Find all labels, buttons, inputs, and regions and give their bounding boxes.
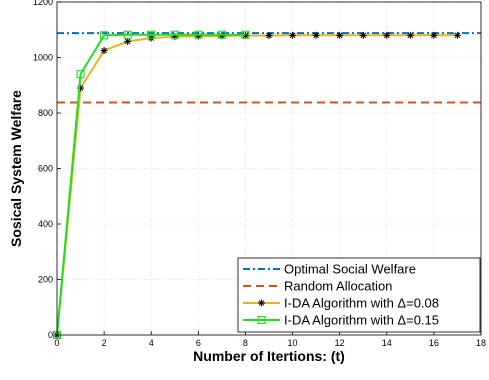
y-tick-label: 600 bbox=[38, 164, 53, 174]
data-point-s2-17 bbox=[453, 31, 461, 39]
legend-label-1: Random Allocation bbox=[284, 279, 392, 294]
x-tick-label: 4 bbox=[149, 338, 154, 348]
data-point-s3-4 bbox=[147, 30, 156, 39]
legend-items: Optimal Social Welfare Random Allocation I… bbox=[243, 262, 439, 328]
y-tick-label: 1000 bbox=[33, 53, 53, 63]
data-point-s3-2 bbox=[100, 31, 109, 40]
series-line-2 bbox=[56, 34, 458, 336]
data-point-s2-3 bbox=[124, 37, 132, 45]
x-tick-label: 8 bbox=[243, 338, 248, 348]
x-tick-label: 14 bbox=[382, 338, 392, 348]
x-axis-title: Number of Itertions: (t) bbox=[193, 348, 345, 364]
data-point-s3-6 bbox=[194, 30, 203, 39]
data-point-s3-5 bbox=[170, 30, 179, 39]
data-point-s2-9 bbox=[265, 32, 273, 40]
y-tick-label: 1200 bbox=[33, 0, 53, 7]
legend-label-0: Optimal Social Welfare bbox=[284, 262, 416, 277]
data-point-s2-16 bbox=[430, 31, 438, 39]
x-tick-label: 2 bbox=[102, 338, 107, 348]
x-tick-label: 10 bbox=[288, 338, 298, 348]
legend: Optimal Social Welfare Random Allocation I… bbox=[237, 257, 481, 333]
legend-marker-3 bbox=[257, 315, 266, 325]
legend-label-2: I-DA Algorithm with Δ=0.08 bbox=[284, 296, 439, 311]
data-point-s2-15 bbox=[406, 31, 414, 39]
series-line-3 bbox=[56, 33, 246, 336]
x-tick-label: 6 bbox=[196, 338, 201, 348]
plot-data bbox=[52, 30, 481, 340]
y-axis-title: Sosical System Welfare bbox=[8, 90, 24, 247]
x-tick-label: 0 bbox=[54, 338, 59, 348]
x-tick-label: 18 bbox=[476, 338, 486, 348]
y-tick-label: 400 bbox=[38, 219, 53, 229]
data-point-s3-1 bbox=[76, 70, 85, 79]
data-point-s2-14 bbox=[383, 31, 391, 39]
y-tick-label: 0 bbox=[48, 330, 53, 340]
legend-marker-2 bbox=[258, 299, 265, 307]
data-point-s2-10 bbox=[289, 31, 297, 39]
legend-label-3: I-DA Algorithm with Δ=0.15 bbox=[284, 313, 439, 328]
data-point-s2-13 bbox=[359, 31, 367, 39]
x-tick-label: 12 bbox=[335, 338, 345, 348]
data-point-s2-2 bbox=[100, 47, 108, 55]
y-tick-label: 800 bbox=[38, 108, 53, 118]
y-tick-label: 200 bbox=[38, 275, 53, 285]
data-point-s2-12 bbox=[336, 31, 344, 39]
data-point-s2-11 bbox=[312, 31, 320, 39]
data-point-s3-7 bbox=[217, 30, 226, 39]
tick-labels: 0 2 4 6 8 10 12 14 16 18 0 200 400 600 800 1000 1200 bbox=[33, 0, 486, 348]
data-point-s3-3 bbox=[123, 30, 132, 39]
x-tick-label: 16 bbox=[429, 338, 439, 348]
data-point-s3-8 bbox=[241, 30, 250, 39]
